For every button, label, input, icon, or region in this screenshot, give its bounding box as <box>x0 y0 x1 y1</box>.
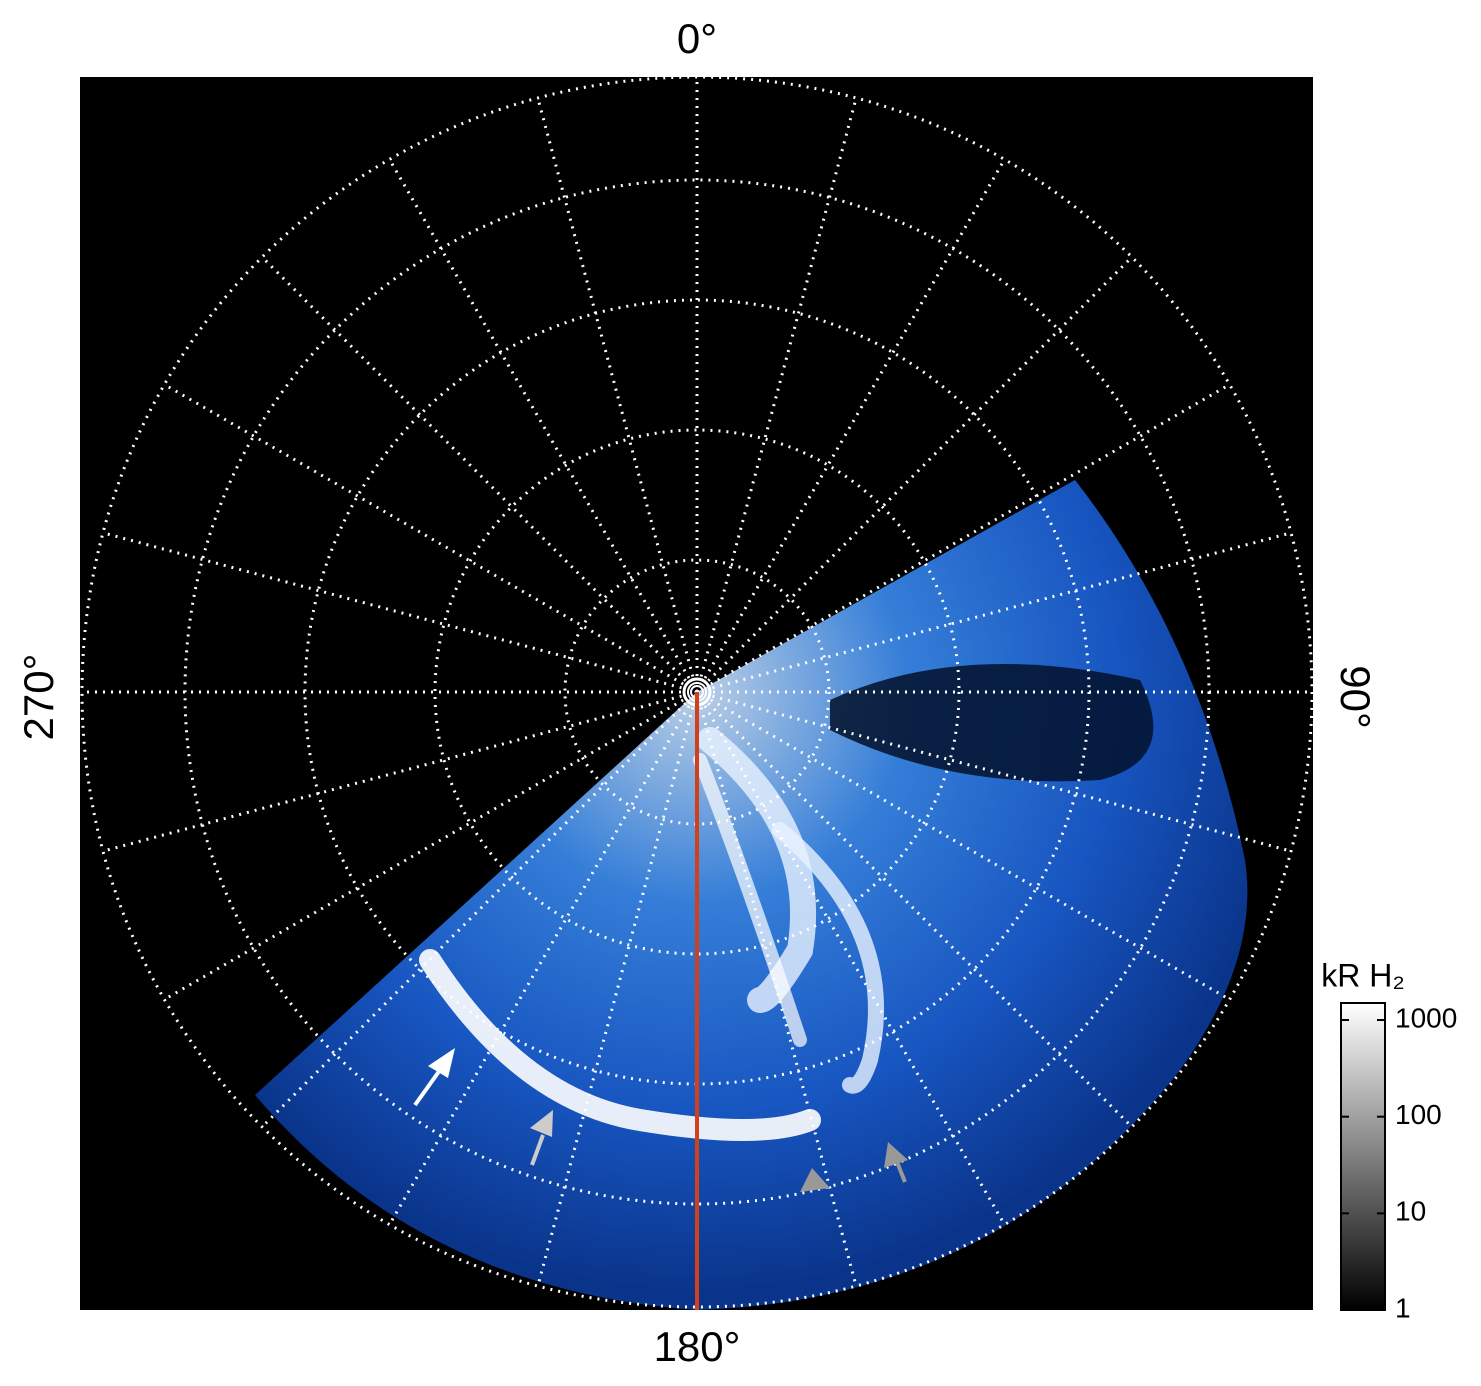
auroral-arc <box>693 753 807 1047</box>
colorbar-tick-label: 1000 <box>1395 1002 1457 1033</box>
colorbar-tick-label: 10 <box>1395 1196 1426 1227</box>
main-oval <box>419 949 821 1141</box>
longitude-line <box>388 691 699 1226</box>
longitude-line <box>695 256 1133 694</box>
longitude-line <box>536 691 699 1287</box>
colorbar-tick-label: 100 <box>1395 1099 1442 1130</box>
arrow-head <box>428 1048 455 1078</box>
latitude-circle <box>563 558 831 826</box>
auroral-arc <box>772 822 884 1094</box>
arrow-head <box>800 1168 830 1192</box>
longitude-line <box>102 690 698 853</box>
arrow-head <box>530 1110 553 1137</box>
auroral-arc <box>697 727 816 1013</box>
longitude-line <box>261 256 699 694</box>
longitude-line <box>695 691 1006 1226</box>
longitude-line <box>695 690 1133 1128</box>
longitude-line <box>695 691 858 1287</box>
arrow-head <box>884 1142 908 1168</box>
arrow <box>895 1161 907 1183</box>
longitude-line <box>163 383 698 694</box>
colorbar <box>1340 1002 1386 1311</box>
arrows <box>413 1048 908 1192</box>
latitude-circle <box>80 77 1313 1309</box>
longitude-line <box>696 690 1231 1001</box>
longitude-line <box>696 690 1292 853</box>
colorbar-ticks: 1 10 100 1000 <box>1341 1002 1457 1323</box>
colorbar-label: kR H₂ <box>1321 957 1405 993</box>
longitude-line <box>695 158 1006 693</box>
longitude-line <box>261 690 699 1128</box>
arrow <box>413 1068 442 1107</box>
aurora-image <box>255 480 1248 1310</box>
longitude-line <box>695 97 858 693</box>
angle-label: 180° <box>654 1323 741 1370</box>
angle-label: 90° <box>1332 665 1379 729</box>
angle-label: 270° <box>15 654 62 741</box>
latitude-circle <box>433 428 961 956</box>
longitude-line <box>696 531 1292 694</box>
dark-region <box>830 664 1154 782</box>
angle-label: 0° <box>677 15 717 62</box>
longitude-line <box>163 690 698 1001</box>
longitude-line <box>388 158 699 693</box>
longitude-line <box>102 531 698 694</box>
longitude-line <box>696 383 1231 694</box>
polar-grid <box>80 77 1313 1309</box>
longitude-line <box>536 97 699 693</box>
arrow <box>530 1134 545 1166</box>
colorbar-tick-label: 1 <box>1395 1292 1411 1323</box>
